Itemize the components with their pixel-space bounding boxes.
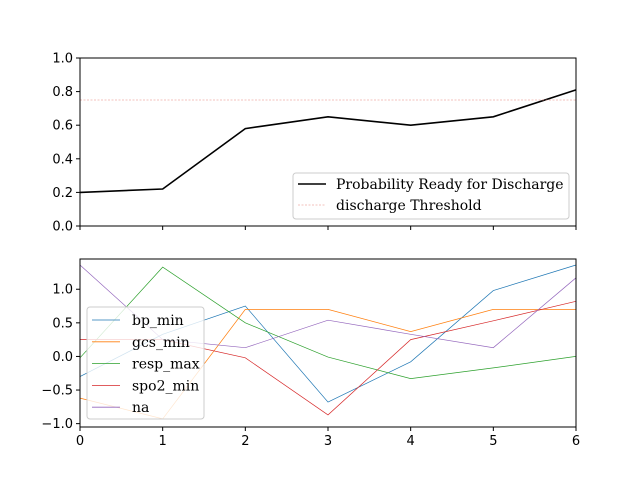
top-legend: [292, 172, 570, 220]
bottom-axes-frame: [79, 258, 577, 428]
probability-line: [79, 89, 577, 194]
top-legend-label: Probability Ready for Discharge: [336, 177, 564, 193]
bottom-legend: [86, 306, 205, 420]
top-axes-frame: [79, 57, 577, 227]
top-ytick-label: 0.2: [52, 186, 73, 201]
bottom-legend-label: gcs_min: [132, 335, 190, 351]
top-chart-panel: 0.0 0.2 0.4 0.6 0.8 1.0 Probability Ready for …: [52, 52, 577, 235]
top-ytick-label: 0.0: [52, 220, 73, 235]
top-ytick-label: 0.6: [52, 119, 73, 134]
bottom-xtick-label: 0: [76, 434, 84, 449]
bottom-xtick-label: 4: [407, 434, 415, 449]
bottom-legend-label: na: [132, 400, 149, 416]
top-ytick-label: 1.0: [52, 52, 73, 67]
bottom-xtick-label: 3: [324, 434, 332, 449]
bottom-ytick-label: 1.0: [52, 283, 73, 298]
bottom-ytick-label: −1.0: [41, 417, 73, 432]
bottom-ytick-label: 0.0: [52, 350, 73, 365]
bottom-xtick-label: 1: [159, 434, 167, 449]
bottom-legend-label: spo2_min: [132, 378, 199, 394]
bottom-ytick-label: −0.5: [41, 384, 73, 399]
bottom-xtick-label: 5: [489, 434, 497, 449]
bottom-ytick-label: 0.5: [52, 316, 73, 331]
top-ytick-label: 0.4: [52, 152, 73, 167]
series-line-resp-max: [79, 266, 577, 379]
bottom-chart-panel: −1.0 −0.5 0.0 0.5 1.0 0 1 2 3 4 5 6 bp_min gcs_minres…: [41, 258, 580, 449]
top-legend-label: discharge Threshold: [336, 198, 482, 214]
bottom-legend-label: resp_max: [132, 357, 200, 373]
bottom-legend-label: bp_min: [132, 313, 184, 329]
bottom-xtick-label: 2: [241, 434, 249, 449]
top-ytick-label: 0.8: [52, 85, 73, 100]
bottom-xtick-label: 6: [572, 434, 580, 449]
